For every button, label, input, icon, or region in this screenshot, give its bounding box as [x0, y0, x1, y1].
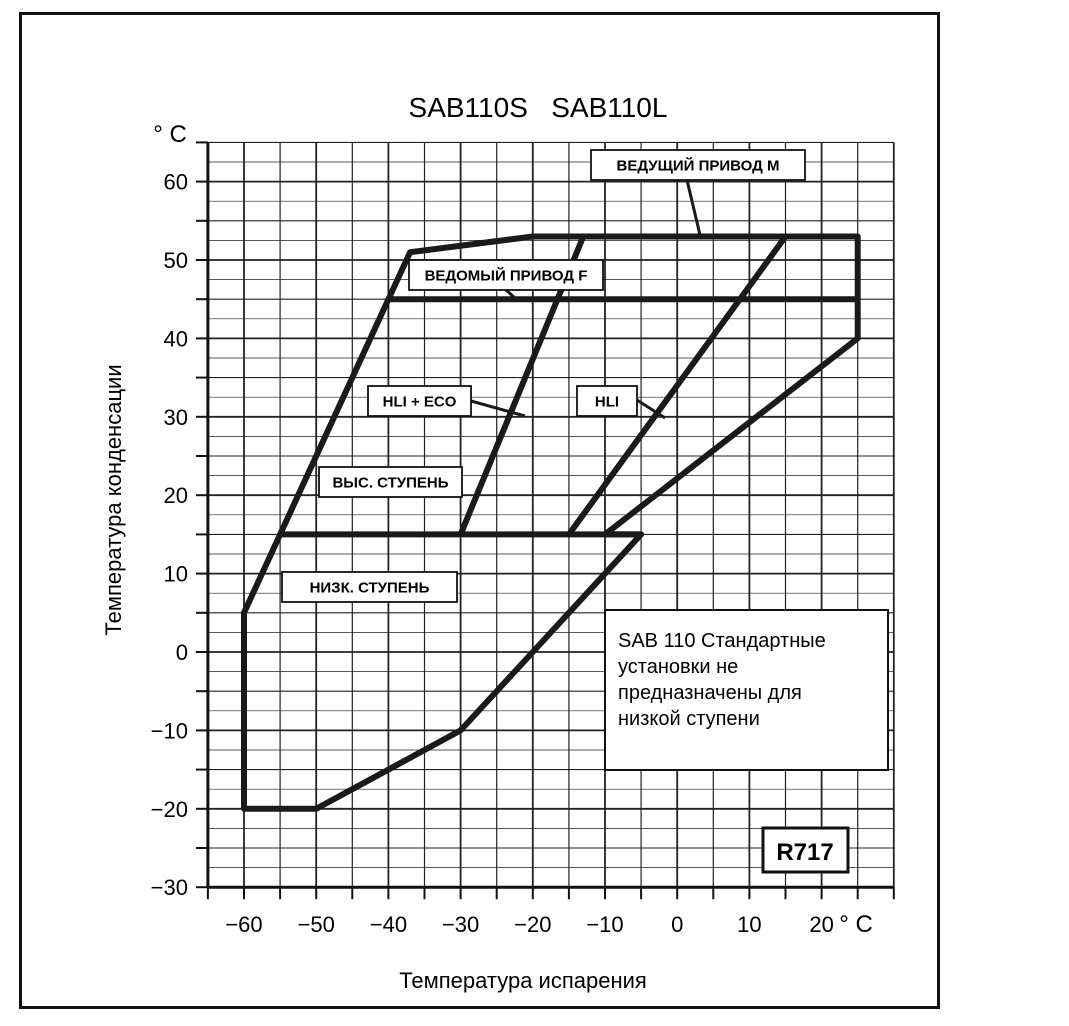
- leader-hli: [636, 398, 666, 420]
- annotation-box-vys: [318, 466, 463, 498]
- y-tick-label: 60: [164, 170, 188, 195]
- x-tick-label: 20: [809, 912, 833, 937]
- y-tick-label: −20: [151, 797, 188, 822]
- x-tick-label: 0: [671, 912, 683, 937]
- note-line-3: предназначены для: [618, 682, 802, 704]
- annotation-hli_eco: HLI + ECO: [383, 394, 457, 411]
- x-unit-label: ° C: [839, 911, 873, 938]
- annotation-box-vedomy: [408, 259, 604, 291]
- series-hli_line: [565, 233, 789, 538]
- y-tick-label: −10: [151, 718, 188, 743]
- x-tick-label: 10: [737, 912, 761, 937]
- x-tick-label: −30: [442, 912, 479, 937]
- note-text: SAB 110 Стандартные установки не предназ…: [618, 630, 831, 730]
- axes: [206, 142, 894, 889]
- annotation-vedomy: ВЕДОМЫЙ ПРИВОД F: [425, 267, 588, 285]
- annotation-vys: ВЫС. СТУПЕНЬ: [332, 475, 448, 492]
- y-axis-label: Температура конденсации: [101, 364, 126, 635]
- note-box: [604, 609, 889, 771]
- y-tick-label: 0: [176, 640, 188, 665]
- annotation-vedushchy: ВЕДУЩИЙ ПРИВОД М: [617, 157, 780, 175]
- y-tick-label: 50: [164, 248, 188, 273]
- annotation-leaders: [470, 179, 702, 420]
- annotation-texts: ВЕДУЩИЙ ПРИВОД М ВЕДОМЫЙ ПРИВОД F HLI + EC…: [310, 157, 780, 597]
- tick-marks: [195, 141, 895, 900]
- y-tick-label: 20: [164, 483, 188, 508]
- y-unit-label: ° C: [153, 121, 187, 148]
- x-tick-label: −40: [370, 912, 407, 937]
- note-line-4: низкой ступени: [618, 708, 760, 730]
- y-tick-label: 40: [164, 326, 188, 351]
- y-tick-label: −30: [151, 875, 188, 900]
- y-tick-label: 10: [164, 562, 188, 587]
- x-axis-label: Температура испарения: [399, 968, 647, 993]
- x-tick-label: −60: [225, 912, 262, 937]
- chart-title: SAB110S SAB110L: [409, 92, 668, 123]
- annotation-hli: HLI: [595, 394, 619, 411]
- leader-hli_eco: [470, 399, 526, 418]
- leader-vedomy: [505, 288, 516, 300]
- annotation-box-nizk: [281, 571, 458, 603]
- note-line-1: SAB 110 Стандартные: [618, 630, 826, 652]
- x-tick-label: −20: [514, 912, 551, 937]
- annotation-box-hli: [576, 385, 638, 417]
- x-tick-label: −10: [586, 912, 623, 937]
- annotation-box-hli_eco: [367, 385, 472, 417]
- annotation-boxes: [281, 149, 806, 603]
- chart-frame: [19, 12, 940, 1009]
- note-line-2: установки не: [618, 656, 738, 678]
- y-tick-label: 30: [164, 405, 188, 430]
- annotation-box-vedushchy: [590, 149, 806, 181]
- annotation-nizk: НИЗК. СТУПЕНЬ: [310, 580, 430, 597]
- y-tick-labels: −30 −20 −10 0 10 20 30 40 50 60: [151, 170, 188, 901]
- refrigerant-badge: [761, 826, 850, 874]
- refrigerant-label: R717: [776, 839, 833, 866]
- x-tick-label: −50: [298, 912, 335, 937]
- leader-vedushchy: [685, 179, 702, 236]
- minor-grid: [207, 141, 894, 888]
- x-tick-labels: −60 −50 −40 −30 −20 −10 0 10 20: [225, 912, 834, 937]
